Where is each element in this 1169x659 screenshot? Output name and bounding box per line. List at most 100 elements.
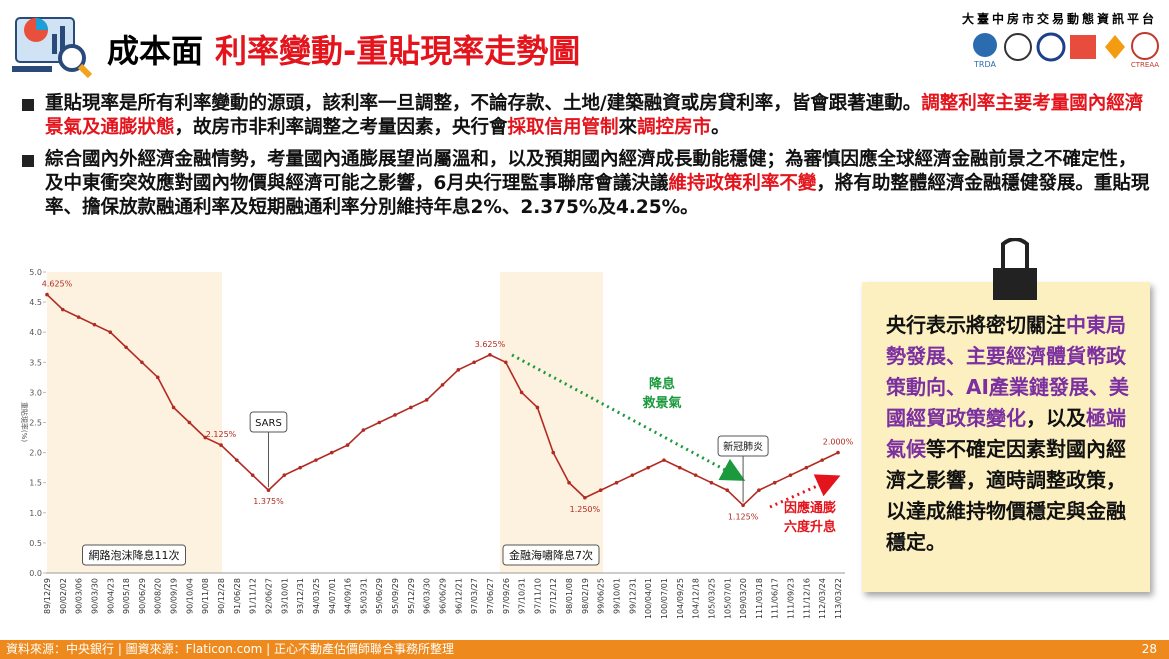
x-tick-label: 95/09/29 xyxy=(391,578,400,614)
point xyxy=(219,443,223,447)
org-name: 大臺中房市交易動態資訊平台 xyxy=(961,12,1157,26)
point xyxy=(535,405,540,410)
x-tick-label: 111/12/16 xyxy=(802,578,811,619)
emphasis-text: 採取信用管制 xyxy=(507,117,619,138)
value-label: 3.625% xyxy=(475,340,506,349)
point xyxy=(361,428,366,432)
x-tick-label: 90/04/23 xyxy=(106,578,115,614)
x-tick-label: 90/02/02 xyxy=(59,578,68,614)
text: 來 xyxy=(618,117,638,138)
text: ，故房市非利率調整之考量因素，央行會 xyxy=(174,117,508,138)
x-tick-label: 92/06/27 xyxy=(264,578,273,614)
x-tick-label: 97/10/31 xyxy=(518,578,527,614)
text: 重貼現率是所有利率變動的源頭，該利率一旦調整，不論存款、土地/建築融資或房貸利率… xyxy=(45,93,922,114)
point xyxy=(250,473,255,477)
footer-source: 資料來源：中央銀行 | 圖資來源：Flaticon.com | 正心不動產估價師… xyxy=(6,642,454,656)
point xyxy=(76,315,81,319)
point xyxy=(772,480,777,485)
emphasis-text: 極端氣候 xyxy=(886,406,1126,461)
region-label: 網路泡沫降息11次 xyxy=(89,548,180,562)
point xyxy=(662,458,666,462)
point xyxy=(456,368,461,372)
y-tick-label: 0.5 xyxy=(29,539,42,548)
x-tick-label: 90/05/18 xyxy=(122,578,131,614)
x-tick-label: 90/03/06 xyxy=(75,578,84,614)
bullet: 重貼現率是所有利率變動的源頭，該利率一旦調整，不論存款、土地/建築融資或房貸利率… xyxy=(20,92,1150,140)
x-tick-label: 105/03/25 xyxy=(707,578,716,619)
point xyxy=(203,435,207,440)
value-label: 1.375% xyxy=(253,497,284,506)
value-label: 1.250% xyxy=(570,505,601,514)
point xyxy=(630,473,635,477)
point xyxy=(567,480,571,485)
text: 央行表示將密切關注 xyxy=(886,313,1066,337)
y-tick-label: 0.0 xyxy=(29,569,42,578)
y-tick-label: 3.0 xyxy=(29,388,42,397)
point xyxy=(171,405,176,410)
footer: 資料來源：中央銀行 | 圖資來源：Flaticon.com | 正心不動產估價師… xyxy=(0,640,1169,659)
point xyxy=(709,480,714,485)
point xyxy=(820,458,824,462)
x-tick-label: 95/06/29 xyxy=(375,578,384,614)
point xyxy=(836,450,840,455)
x-tick-label: 109/03/20 xyxy=(739,578,748,619)
point xyxy=(757,488,761,493)
x-tick-label: 89/12/29 xyxy=(43,578,52,614)
x-tick-label: 100/07/01 xyxy=(660,578,669,619)
point xyxy=(314,458,318,462)
logo-label: TRDA xyxy=(973,60,996,69)
point xyxy=(598,488,603,493)
y-tick-label: 2.0 xyxy=(29,449,42,458)
trend-note: 救景氣 xyxy=(642,395,681,411)
emphasis-text: 調控房市 xyxy=(637,117,712,138)
point xyxy=(266,488,271,493)
x-tick-label: 104/09/25 xyxy=(676,578,685,619)
note-text: 央行表示將密切關注中東局勢發展、主要經濟體貨幣政策動向、AI產業鏈發展、美國經貿… xyxy=(886,310,1136,558)
region-shade xyxy=(500,272,603,573)
x-tick-label: 91/06/28 xyxy=(233,578,242,614)
point xyxy=(551,450,556,455)
region-label: 金融海嘯降息7次 xyxy=(509,548,593,562)
y-tick-label: 5.0 xyxy=(29,268,42,277)
x-tick-label: 94/09/16 xyxy=(344,578,353,614)
y-tick-label: 2.5 xyxy=(29,419,42,428)
x-tick-label: 91/11/12 xyxy=(249,578,258,614)
event-box xyxy=(249,411,288,433)
x-tick-label: 97/03/27 xyxy=(470,578,479,614)
chart: 0.0 0.5 1.0 1.5 2.0 2.5 3.0 3.5 4.0 4.5 5.0 重貼現率(%)… xyxy=(20,268,854,619)
point xyxy=(45,292,49,297)
x-tick-label: 99/06/25 xyxy=(597,578,606,614)
x-tick-label: 111/09/23 xyxy=(787,578,796,619)
y-tick-label: 1.0 xyxy=(29,509,42,518)
x-tick-label: 95/03/31 xyxy=(359,578,368,614)
x-tick-label: 111/03/18 xyxy=(755,578,764,619)
x-tick-label: 105/07/01 xyxy=(723,578,732,619)
x-tick-label: 90/10/04 xyxy=(185,578,194,614)
x-tick-label: 98/02/19 xyxy=(581,578,590,614)
x-tick-label: 90/12/28 xyxy=(217,578,226,614)
x-tick-label: 111/06/17 xyxy=(771,578,780,619)
point xyxy=(124,345,128,350)
trend-arrow xyxy=(511,353,746,481)
x-tick-label: 96/12/21 xyxy=(454,578,463,614)
slide-title: 成本面 利率變動-重貼現率走勢圖 xyxy=(107,26,580,72)
x-tick-label: 94/07/01 xyxy=(328,578,337,614)
page-number: 28 xyxy=(1141,642,1157,656)
point xyxy=(646,465,650,470)
point xyxy=(678,465,682,470)
sticky-note xyxy=(862,282,1150,592)
point xyxy=(614,480,619,485)
point xyxy=(155,375,160,380)
x-tick-label: 99/10/01 xyxy=(613,578,622,614)
trend-note: 降息 xyxy=(649,376,675,392)
value-label: 2.125% xyxy=(206,430,237,439)
point xyxy=(329,450,334,455)
y-axis-title: 重貼現率(%) xyxy=(20,402,29,442)
trend-note: 因應通膨 xyxy=(784,500,836,516)
trend-note: 六度升息 xyxy=(784,519,836,535)
x-tick-label: 93/12/31 xyxy=(296,578,305,614)
point xyxy=(804,465,809,470)
value-label: 2.000% xyxy=(823,438,854,447)
region-label-box xyxy=(502,544,600,566)
